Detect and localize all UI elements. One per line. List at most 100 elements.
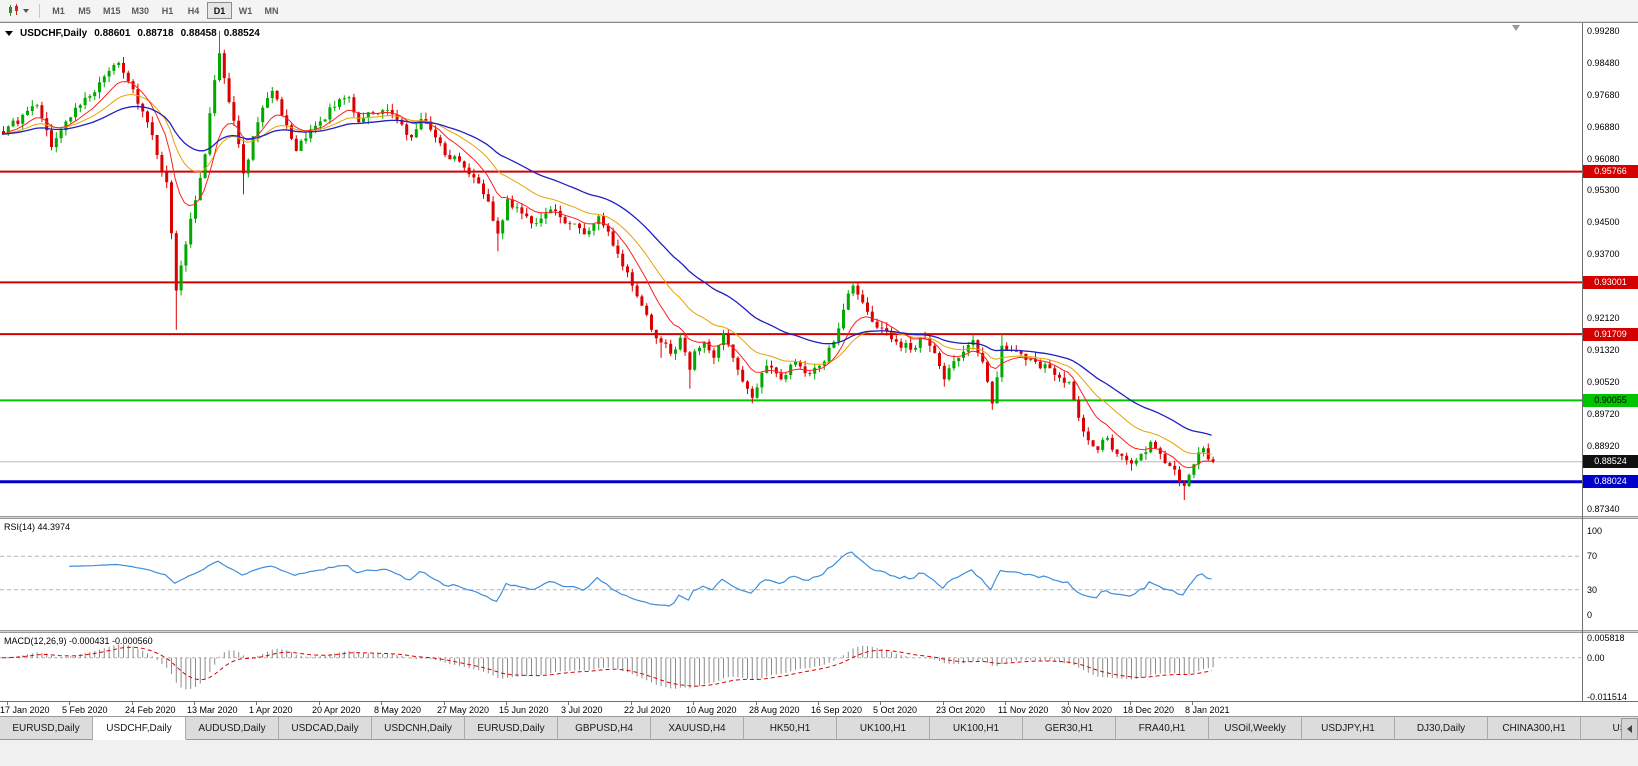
chart-shift-marker[interactable] [1512,25,1520,31]
chart-tab-dj30-daily[interactable]: DJ30,Daily [1395,717,1488,740]
date-axis-label: 16 Sep 2020 [811,705,863,715]
price-axis-label: 0.95300 [1587,185,1620,195]
price-axis-label: 0.91320 [1587,345,1620,355]
date-tick [880,701,881,705]
price-axis-label: 0.99280 [1587,26,1620,36]
chevron-left-icon [1627,725,1632,733]
date-axis-label: 11 Nov 2020 [998,705,1049,715]
chart-tabs: EURUSD,Daily USDCHF,Daily AUDUSD,Daily USDC… [0,717,1621,740]
chart-tab-usoil-weekly[interactable]: USOil,Weekly [1209,717,1302,740]
chevron-down-icon [23,8,29,13]
chart-tab-xauusd-h4[interactable]: XAUUSD,H4 [651,717,744,740]
timeframe-button-m30[interactable]: M30 [127,2,155,19]
chart-tab-eurusd-daily[interactable]: EURUSD,Daily [465,717,558,740]
chart-tab-hk50-h1[interactable]: HK50,H1 [744,717,837,740]
rsi-indicator-canvas[interactable] [0,519,1582,630]
chart-tab-ger30-h1[interactable]: GER30,H1 [1023,717,1116,740]
date-tick [1068,701,1069,705]
timeframe-button-h1[interactable]: H1 [155,2,180,19]
price-axis-label: 0.98480 [1587,58,1620,68]
rsi-axis-label: 30 [1587,585,1598,595]
macd-axis-label: -0.011514 [1587,692,1627,702]
date-axis-label: 10 Aug 2020 [686,705,737,715]
chart-high-value: 0.88718 [137,28,174,39]
date-axis-label: 8 Jan 2021 [1185,705,1230,715]
timeframe-buttons-group: M1 M5 M15 M30 H1 H4 D1 W1 MN [46,2,284,19]
macd-indicator-label: MACD(12,26,9) -0.000431 -0.000560 [4,636,153,646]
chart-tab-eurusd-daily[interactable]: EURUSD,Daily [0,717,93,740]
price-chart-canvas[interactable] [0,24,1582,516]
date-axis-label: 15 Jun 2020 [499,705,549,715]
timeframe-button-h4[interactable]: H4 [181,2,206,19]
chart-tab-uk100-h1[interactable]: UK100,H1 [837,717,930,740]
panel-separator[interactable] [0,630,1638,633]
time-axis[interactable]: 17 Jan 2020 5 Feb 2020 24 Feb 2020 13 Mar 2… [0,701,1582,717]
date-tick [631,701,632,705]
current-price-badge: 0.88524 [1583,455,1638,468]
price-axis-label: 0.96080 [1587,154,1620,164]
chart-tab-usoil[interactable]: USOil, [1581,717,1621,740]
chart-tab-usdchf-daily[interactable]: USDCHF,Daily [93,717,186,740]
rsi-indicator-label: RSI(14) 44.3974 [4,522,71,532]
timeframe-button-m15[interactable]: M15 [98,2,126,19]
chart-tab-audusd-daily[interactable]: AUDUSD,Daily [186,717,279,740]
date-axis-label: 30 Nov 2020 [1061,705,1113,715]
date-axis-label: 13 Mar 2020 [187,705,238,715]
chart-close-value: 0.88524 [223,28,260,39]
price-axis-label: 0.96880 [1587,122,1620,132]
chart-symbol-label: USDCHF,Daily [20,28,88,39]
chart-tab-fra40-h1[interactable]: FRA40,H1 [1116,717,1209,740]
rsi-axis-label: 100 [1587,526,1603,536]
date-tick [693,701,694,705]
date-tick [7,701,8,705]
date-axis-label: 8 May 2020 [374,705,422,715]
timeframe-button-d1[interactable]: D1 [207,2,233,19]
chart-tab-gbpusd-h4[interactable]: GBPUSD,H4 [558,717,651,740]
date-tick [1192,701,1193,705]
date-axis-label: 27 May 2020 [437,705,490,715]
price-axis-label: 0.89720 [1587,409,1620,419]
chart-tab-bar: EURUSD,Daily USDCHF,Daily AUDUSD,Daily USDC… [0,716,1638,740]
date-axis-label: 22 Jul 2020 [624,705,671,715]
macd-axis-label: 0.00 [1587,653,1605,663]
one-click-trading-toggle[interactable] [5,31,13,36]
rsi-axis-label: 0 [1587,610,1593,620]
date-axis-label: 5 Feb 2020 [62,705,108,715]
date-tick [756,701,757,705]
timeframe-button-mn[interactable]: MN [259,2,284,19]
chart-tab-china300-h1[interactable]: CHINA300,H1 [1488,717,1581,740]
chart-tab-usdjpy-h1[interactable]: USDJPY,H1 [1302,717,1395,740]
date-axis-label: 1 Apr 2020 [249,705,293,715]
chart-low-value: 0.88458 [180,28,217,39]
chart-title: USDCHF,Daily 0.88601 0.88718 0.88458 0.8… [5,28,260,39]
price-axis-label: 0.92120 [1587,313,1620,323]
timeframe-button-w1[interactable]: W1 [233,2,258,19]
macd-indicator-canvas[interactable] [0,633,1582,701]
price-axis-label: 0.87340 [1587,504,1620,514]
chart-tab-usdcad-daily[interactable]: USDCAD,Daily [279,717,372,740]
window-footer [0,740,1638,766]
tab-scroll-left-button[interactable] [1621,718,1638,740]
date-tick [943,701,944,705]
level-price-badge: 0.91709 [1583,328,1638,341]
date-axis-label: 17 Jan 2020 [0,705,50,715]
timeframe-button-m1[interactable]: M1 [46,2,71,19]
date-axis-label: 28 Aug 2020 [749,705,800,715]
chart-window: USDCHF,Daily 0.88601 0.88718 0.88458 0.8… [0,22,1638,716]
price-axis[interactable]: 0.99280 0.98480 0.97680 0.96880 0.96080 0.953… [1583,23,1638,702]
timeframe-button-m5[interactable]: M5 [72,2,97,19]
price-axis-divider [1582,23,1583,701]
chart-tab-usdcnh-daily[interactable]: USDCNH,Daily [372,717,465,740]
level-price-badge: 0.88024 [1583,475,1638,488]
chart-tab-uk100-h1[interactable]: UK100,H1 [930,717,1023,740]
level-price-badge: 0.95766 [1583,165,1638,178]
chart-type-button[interactable] [3,2,33,20]
timeframe-toolbar: M1 M5 M15 M30 H1 H4 D1 W1 MN [0,0,1638,22]
date-tick [1005,701,1006,705]
date-tick [506,701,507,705]
panel-separator[interactable] [0,516,1638,519]
date-tick [256,701,257,705]
price-axis-label: 0.88920 [1587,441,1620,451]
date-tick [319,701,320,705]
